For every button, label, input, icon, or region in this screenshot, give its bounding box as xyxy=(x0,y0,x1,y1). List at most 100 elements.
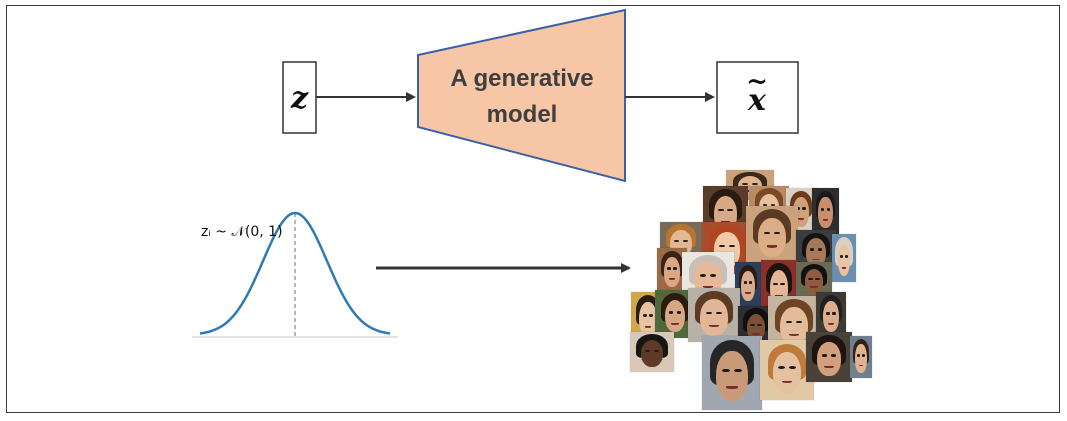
sample-face xyxy=(703,186,748,238)
model-label-line2: model xyxy=(487,101,558,128)
face-eye xyxy=(802,207,806,210)
face-skin xyxy=(804,269,824,294)
face-eye xyxy=(844,255,848,258)
face-mouth xyxy=(644,326,652,328)
face-eye xyxy=(751,183,758,185)
face-eye xyxy=(729,244,735,248)
face-mouth xyxy=(824,366,834,368)
face-mouth xyxy=(647,359,657,361)
face-mouth xyxy=(708,324,720,327)
face-eye xyxy=(682,239,688,242)
face-eye xyxy=(763,231,770,235)
face-skin xyxy=(716,350,748,402)
face-mouth xyxy=(841,266,847,269)
face-eye xyxy=(742,183,749,185)
face-mouth xyxy=(766,245,778,248)
face-eye xyxy=(757,323,762,326)
face-eye xyxy=(649,314,654,317)
face-eye xyxy=(770,203,776,206)
generative-model-shape xyxy=(417,8,626,183)
face-eye xyxy=(676,311,682,314)
face-mouth xyxy=(788,334,800,337)
face-skin xyxy=(741,270,755,301)
sample-face xyxy=(760,340,814,400)
sample-face xyxy=(816,292,846,338)
output-x-box xyxy=(716,61,799,134)
face-skin xyxy=(817,342,841,376)
face-mouth xyxy=(669,277,675,280)
face-mouth xyxy=(781,380,793,384)
face-eye xyxy=(826,312,830,315)
face-eye xyxy=(821,354,828,357)
face-eye xyxy=(762,203,768,206)
face-eye xyxy=(718,208,724,212)
output-x-label: x xyxy=(747,83,767,118)
face-eye xyxy=(830,354,837,357)
sample-face xyxy=(688,288,740,342)
face-skin xyxy=(780,307,808,346)
face-eye xyxy=(789,366,796,370)
sample-face xyxy=(786,188,816,232)
face-eye xyxy=(817,248,823,251)
face-eye xyxy=(668,311,674,314)
face-eye xyxy=(722,368,730,373)
input-z-label: z xyxy=(290,81,309,116)
face-mouth xyxy=(822,219,829,222)
face-eye xyxy=(826,208,830,211)
face-eye xyxy=(710,274,717,277)
face-eye xyxy=(699,274,706,277)
face-mouth xyxy=(726,386,738,390)
sample-face xyxy=(812,188,839,234)
face-eye xyxy=(705,311,712,315)
face-eye xyxy=(644,349,651,352)
face-eye xyxy=(832,312,836,315)
face-skin xyxy=(805,238,827,267)
face-eye xyxy=(642,314,647,317)
face-skin xyxy=(640,340,664,368)
face-eye xyxy=(727,208,733,212)
face-skin xyxy=(664,256,680,287)
face-eye xyxy=(840,255,844,258)
sample-face xyxy=(806,332,852,382)
face-mouth xyxy=(828,323,834,326)
sample-face xyxy=(850,336,872,378)
face-eye xyxy=(667,267,671,270)
sample-face xyxy=(796,262,832,298)
face-eye xyxy=(716,311,723,315)
face-eye xyxy=(778,366,785,370)
face-mouth xyxy=(752,333,760,335)
input-z-box xyxy=(282,61,317,134)
distribution-label: zᵢ ~ 𝒩(0, 1) xyxy=(201,224,283,240)
face-eye xyxy=(673,267,677,270)
face-mouth xyxy=(812,258,820,261)
face-eye xyxy=(821,208,825,211)
face-eye xyxy=(774,231,781,235)
face-eye xyxy=(674,239,680,242)
model-label-line1: A generative xyxy=(450,65,593,92)
face-skin xyxy=(700,298,728,336)
face-skin xyxy=(855,344,867,373)
face-mouth xyxy=(702,286,714,288)
sample-face xyxy=(735,262,761,306)
face-eye xyxy=(743,281,747,284)
output-x-tilde: ~ xyxy=(746,67,768,97)
face-eye xyxy=(796,320,803,324)
face-mouth xyxy=(745,291,751,294)
sample-face xyxy=(630,332,674,372)
face-skin xyxy=(639,302,657,336)
face-eye xyxy=(719,244,725,248)
face-eye xyxy=(861,354,865,357)
face-skin xyxy=(746,314,766,342)
face-mouth xyxy=(858,364,864,367)
face-mouth xyxy=(810,286,818,288)
face-eye xyxy=(785,320,792,324)
sample-face xyxy=(746,206,798,264)
face-eye xyxy=(773,282,778,286)
face-skin xyxy=(818,197,833,229)
gaussian-curve xyxy=(199,211,391,335)
face-skin xyxy=(664,299,686,333)
face-eye xyxy=(653,349,660,352)
face-mouth xyxy=(798,217,804,220)
